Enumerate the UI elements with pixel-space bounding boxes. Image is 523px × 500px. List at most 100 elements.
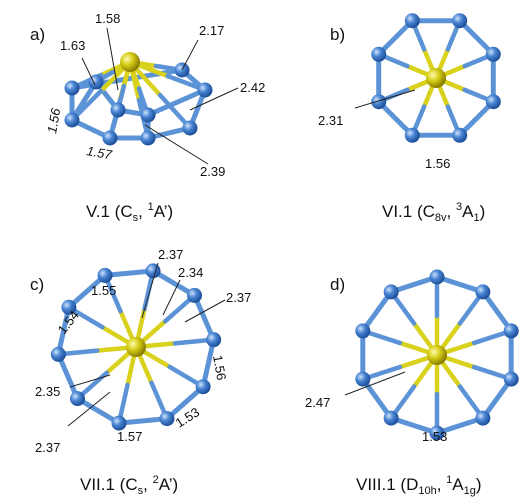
leader-line <box>81 57 96 86</box>
boron-atom <box>145 263 161 279</box>
bond-label: 1.63 <box>60 38 85 53</box>
bond <box>55 304 72 357</box>
bond-label: 2.37 <box>226 290 251 305</box>
bond-label: 2.47 <box>305 395 330 410</box>
boron-atom <box>187 287 203 303</box>
bond <box>150 268 198 298</box>
bond <box>376 99 415 138</box>
leader-line <box>162 279 181 316</box>
panel-c: c) 2.37 1.55 2.34 2.37 1.54 1.56 2.35 1.… <box>30 247 251 497</box>
boron-atom <box>64 80 80 96</box>
bond <box>74 396 122 426</box>
boron-atom <box>111 415 127 431</box>
metal-atom <box>126 337 146 357</box>
bond-label: 2.37 <box>35 440 60 455</box>
bond-label: 1.56 <box>425 156 450 171</box>
bond <box>55 351 80 402</box>
leader-line <box>181 39 199 71</box>
boron-atom <box>404 13 420 29</box>
boron-atom <box>503 323 519 339</box>
bond-label: 2.31 <box>318 113 343 128</box>
boron-atom <box>355 371 371 387</box>
boron-atom <box>383 284 399 300</box>
boron-atom <box>371 94 387 110</box>
bond <box>480 289 514 334</box>
bond <box>360 289 394 334</box>
boron-atom <box>475 284 491 300</box>
panel-d-structure <box>355 269 519 441</box>
bond-label: 1.53 <box>422 429 447 444</box>
boron-atom <box>140 107 156 123</box>
bond-label: 1.57 <box>85 143 113 162</box>
bond-label: 2.37 <box>158 247 183 262</box>
boron-atom <box>429 269 445 285</box>
bond <box>116 416 170 426</box>
panel-a: a) 1.58 2.17 1.63 2.42 1.56 1.57 2.39 V.… <box>30 11 265 224</box>
bond-label: 2.42 <box>240 80 265 95</box>
leader-line <box>67 391 111 427</box>
boron-atom <box>485 94 501 110</box>
boron-atom <box>404 127 420 143</box>
bond-label: 1.56 <box>44 106 63 134</box>
bond-label: 2.35 <box>35 384 60 399</box>
boron-atom <box>61 299 77 315</box>
panel-c-structure <box>50 263 222 431</box>
boron-atom <box>452 127 468 143</box>
leader-line <box>106 27 119 91</box>
bond <box>457 18 496 57</box>
boron-atom <box>102 130 118 146</box>
panel-a-label: a) <box>30 25 45 44</box>
boron-atom <box>50 346 66 362</box>
boron-atom <box>195 379 211 395</box>
boron-atom <box>475 410 491 426</box>
leader-line <box>184 299 226 323</box>
panel-c-label: c) <box>30 275 44 294</box>
boron-atom <box>64 112 80 128</box>
bond <box>102 268 156 278</box>
panel-d: d) 2.47 1.53 VIII.1 (D10h, 1A1g) <box>305 269 519 497</box>
leader-line <box>189 87 239 111</box>
boron-atom <box>110 102 126 118</box>
leader-line <box>354 89 416 109</box>
boron-atom <box>485 46 501 62</box>
boron-atom <box>69 391 85 407</box>
bond <box>388 415 440 436</box>
boron-atom <box>197 82 213 98</box>
boron-atom <box>140 130 156 146</box>
panel-a-caption: V.1 (Cs, 1A’) <box>86 201 173 224</box>
leader-line <box>344 371 406 396</box>
panel-d-label: d) <box>330 275 345 294</box>
boron-atom <box>206 332 222 348</box>
panel-b-caption: VI.1 (C8v, 3A1) <box>382 201 485 224</box>
bond <box>376 18 415 57</box>
leader-line <box>141 262 159 319</box>
panel-a-structure <box>64 52 213 146</box>
bond-label: 1.58 <box>95 11 120 26</box>
bond <box>164 384 206 422</box>
leader-line <box>69 374 111 388</box>
panel-d-caption: VIII.1 (D10h, 1A1g) <box>356 474 482 497</box>
boron-atom <box>97 267 113 283</box>
boron-atom <box>371 46 387 62</box>
bond <box>388 274 440 295</box>
bond <box>360 376 394 421</box>
boron-atom <box>159 411 175 427</box>
metal-atom <box>427 345 447 365</box>
bond <box>480 376 514 421</box>
bond <box>145 87 208 118</box>
panel-b-structure <box>371 13 501 143</box>
boron-atom <box>355 323 371 339</box>
boron-atom <box>182 120 198 136</box>
bond <box>434 415 486 436</box>
metal-atom <box>120 52 140 72</box>
panel-c-caption: VII.1 (Cs, 2A’) <box>80 474 178 497</box>
bond-label: 1.56 <box>210 354 229 382</box>
bond-label: 1.55 <box>91 283 116 298</box>
bond <box>66 272 108 310</box>
boron-atom <box>383 410 399 426</box>
panel-b: b) 2.31 1.56 VI.1 (C8v, 3A1) <box>318 13 501 224</box>
panel-b-label: b) <box>330 25 345 44</box>
bond-label: 2.39 <box>200 164 225 179</box>
bond <box>457 99 496 138</box>
